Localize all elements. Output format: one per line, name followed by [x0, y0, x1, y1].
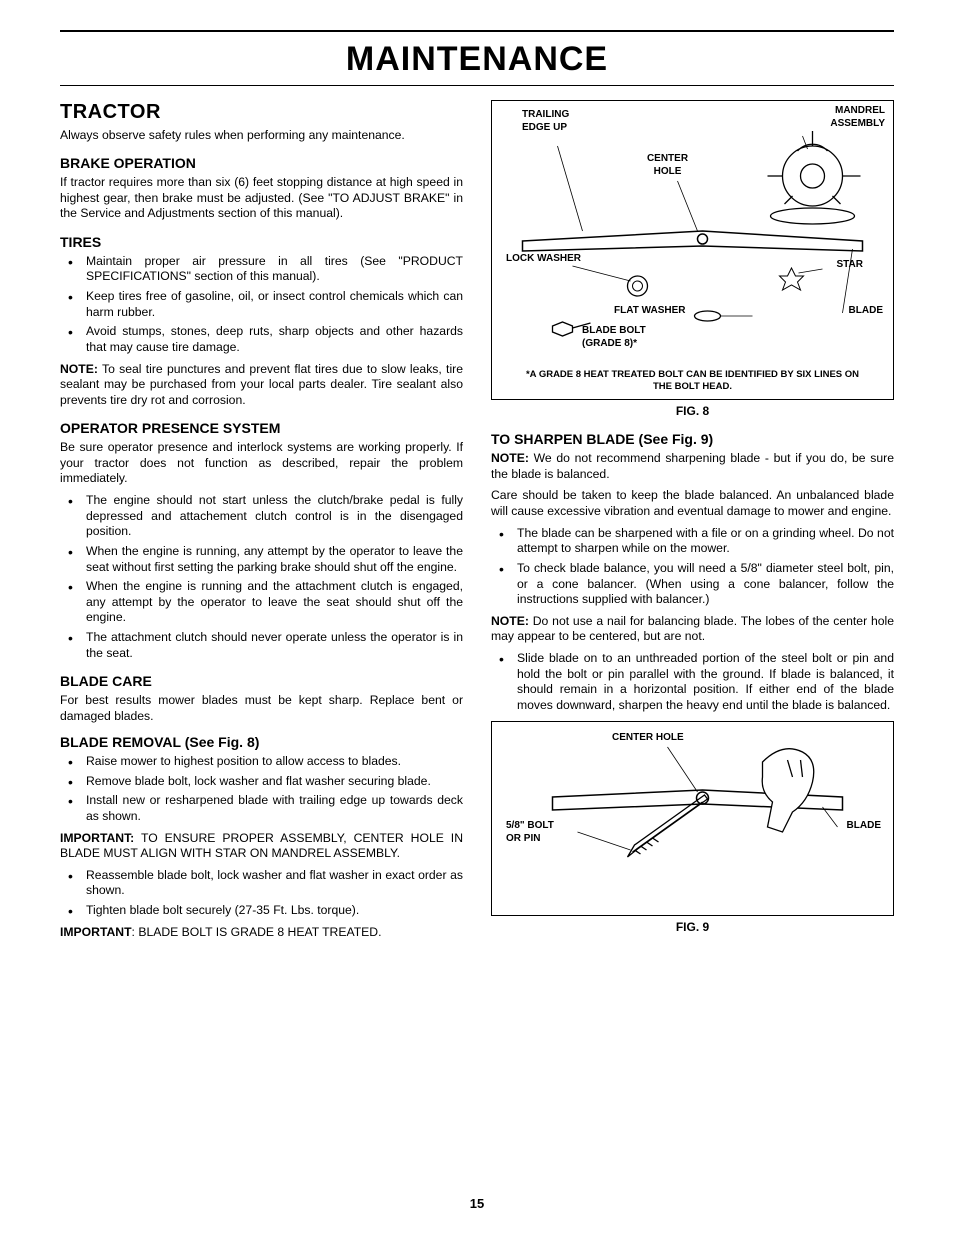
tires-note: NOTE: To seal tire punctures and prevent… [60, 362, 463, 409]
list-item: When the engine is running, any attempt … [60, 544, 463, 575]
fig9-diagram [492, 722, 893, 912]
sharpen-note2: NOTE: Do not use a nail for balancing bl… [491, 614, 894, 645]
sharpen-list-1: The blade can be sharpened with a file o… [491, 526, 894, 608]
heading-brake: BRAKE OPERATION [60, 155, 463, 173]
page-number: 15 [0, 1196, 954, 1211]
list-item: Avoid stumps, stones, deep ruts, sharp o… [60, 324, 463, 355]
fig9-caption: FIG. 9 [491, 920, 894, 935]
right-column: TRAILING EDGE UP MANDREL ASSEMBLY CENTER… [491, 100, 894, 948]
figure-8-box: TRAILING EDGE UP MANDREL ASSEMBLY CENTER… [491, 100, 894, 400]
blade-removal-important-1: IMPORTANT: TO ENSURE PROPER ASSEMBLY, CE… [60, 831, 463, 862]
heading-sharpen: TO SHARPEN BLADE (See Fig. 9) [491, 431, 894, 449]
fig8-diagram [492, 101, 893, 356]
tractor-intro: Always observe safety rules when perform… [60, 128, 463, 144]
tires-list: Maintain proper air pressure in all tire… [60, 254, 463, 356]
heading-blade-removal: BLADE REMOVAL (See Fig. 8) [60, 734, 463, 752]
note-label: NOTE: [491, 451, 529, 465]
list-item: To check blade balance, you will need a … [491, 561, 894, 608]
ops-list: The engine should not start unless the c… [60, 493, 463, 661]
list-item: When the engine is running and the attac… [60, 579, 463, 626]
important-text: : BLADE BOLT IS GRADE 8 HEAT TREATED. [132, 925, 382, 939]
sharpen-list-2: Slide blade on to an unthreaded portion … [491, 651, 894, 713]
fig8-caption: FIG. 8 [491, 404, 894, 419]
blade-removal-list-1: Raise mower to highest position to allow… [60, 754, 463, 824]
left-column: TRACTOR Always observe safety rules when… [60, 100, 463, 948]
important-label: IMPORTANT [60, 925, 132, 939]
content-columns: TRACTOR Always observe safety rules when… [60, 100, 894, 948]
rule-top [60, 30, 894, 32]
heading-ops: OPERATOR PRESENCE SYSTEM [60, 420, 463, 438]
list-item: Remove blade bolt, lock washer and flat … [60, 774, 463, 790]
blade-care-body: For best results mower blades must be ke… [60, 693, 463, 724]
important-label: IMPORTANT: [60, 831, 134, 845]
figure-9-box: CENTER HOLE 5/8" BOLT OR PIN BLADE [491, 721, 894, 916]
heading-tires: TIRES [60, 234, 463, 252]
sharpen-body: Care should be taken to keep the blade b… [491, 488, 894, 519]
list-item: Reassemble blade bolt, lock washer and f… [60, 868, 463, 899]
list-item: Raise mower to highest position to allow… [60, 754, 463, 770]
heading-blade-care: BLADE CARE [60, 673, 463, 691]
list-item: Install new or resharpened blade with tr… [60, 793, 463, 824]
list-item: The attachment clutch should never opera… [60, 630, 463, 661]
sharpen-note1: NOTE: We do not recommend sharpening bla… [491, 451, 894, 482]
list-item: Slide blade on to an unthreaded portion … [491, 651, 894, 713]
ops-intro: Be sure operator presence and interlock … [60, 440, 463, 487]
fig8-footnote: *A GRADE 8 HEAT TREATED BOLT CAN BE IDEN… [492, 369, 893, 393]
brake-body: If tractor requires more than six (6) fe… [60, 175, 463, 222]
list-item: Maintain proper air pressure in all tire… [60, 254, 463, 285]
list-item: Tighten blade bolt securely (27-35 Ft. L… [60, 903, 463, 919]
note-label: NOTE: [60, 362, 98, 376]
note-label: NOTE: [491, 614, 529, 628]
rule-mid [60, 85, 894, 86]
heading-tractor: TRACTOR [60, 100, 463, 126]
note-text: Do not use a nail for balancing blade. T… [491, 614, 894, 644]
list-item: The engine should not start unless the c… [60, 493, 463, 540]
blade-removal-important-2: IMPORTANT: BLADE BOLT IS GRADE 8 HEAT TR… [60, 925, 463, 941]
note-text: We do not recommend sharpening blade - b… [491, 451, 894, 481]
page-title: MAINTENANCE [60, 40, 894, 79]
list-item: The blade can be sharpened with a file o… [491, 526, 894, 557]
list-item: Keep tires free of gasoline, oil, or ins… [60, 289, 463, 320]
blade-removal-list-2: Reassemble blade bolt, lock washer and f… [60, 868, 463, 919]
note-text: To seal tire punctures and prevent flat … [60, 362, 463, 407]
